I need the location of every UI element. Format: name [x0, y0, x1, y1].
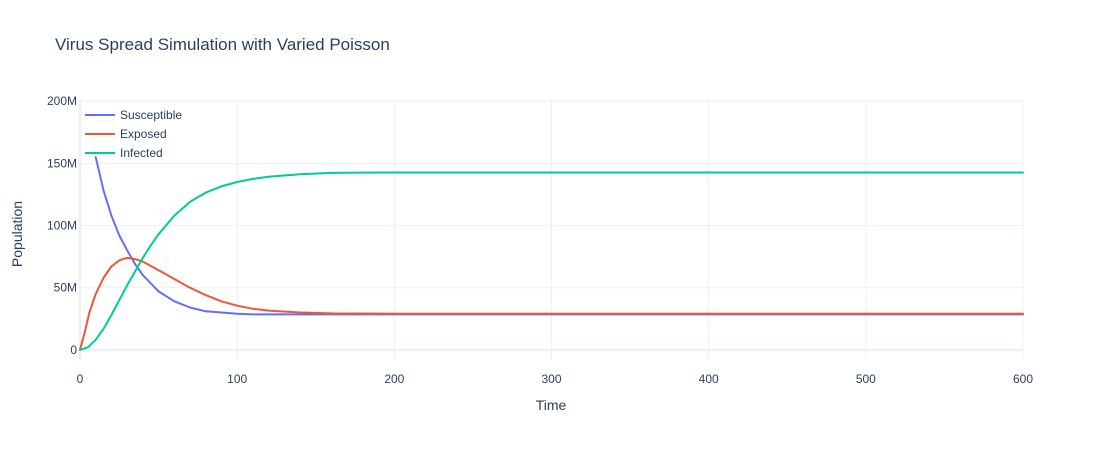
tick-layer: 0 100 200 300 400 500 600 0 50M 100M 150M 200M [47, 94, 1033, 386]
x-tick-label: 0 [77, 372, 84, 386]
y-tick-label: 100M [47, 219, 77, 233]
x-tick-label: 600 [1013, 372, 1033, 386]
y-tick-label: 150M [47, 156, 77, 170]
x-tick-label: 500 [856, 372, 876, 386]
y-tick-label: 200M [47, 94, 77, 108]
x-axis-title: Time [536, 397, 567, 413]
legend-label-exposed: Exposed [120, 127, 167, 141]
legend-label-infected: Infected [120, 146, 163, 160]
y-tick-label: 50M [54, 281, 77, 295]
series-line-infected [79, 171, 1024, 351]
chart-title: Virus Spread Simulation with Varied Pois… [55, 35, 390, 54]
y-axis-title: Population [9, 201, 25, 267]
y-tick-label: 0 [70, 343, 77, 357]
x-tick-label: 400 [699, 372, 719, 386]
legend: Susceptible Exposed Infected [85, 108, 182, 160]
legend-label-susceptible: Susceptible [120, 108, 182, 122]
x-tick-label: 300 [541, 372, 561, 386]
grid-layer [79, 100, 1024, 359]
series-layer [79, 156, 1024, 351]
series-line-exposed [79, 256, 1024, 351]
x-tick-label: 100 [227, 372, 247, 386]
series-line-susceptible [94, 156, 1024, 316]
x-tick-label: 200 [384, 372, 404, 386]
